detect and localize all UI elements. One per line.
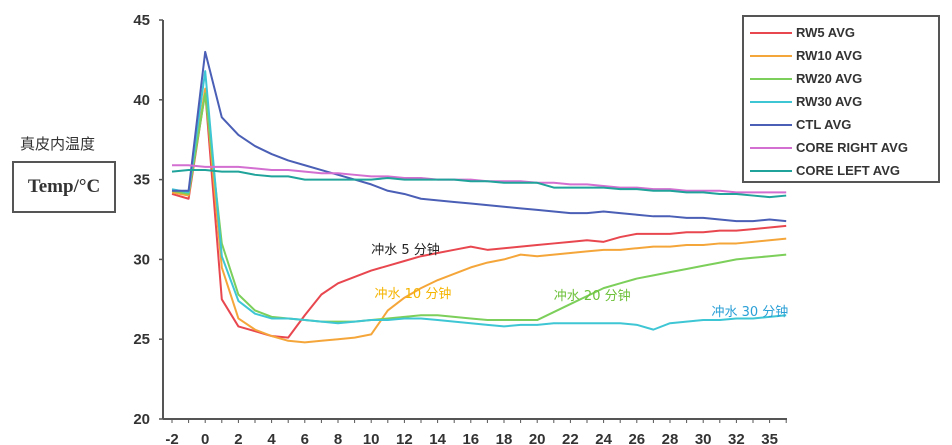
series-ctl-avg	[172, 50, 787, 223]
y-tick-label: 25	[133, 331, 150, 348]
y-tick-label: 40	[133, 92, 150, 109]
x-tick-label: 8	[334, 431, 342, 445]
legend-item: CORE LEFT AVG	[750, 159, 932, 182]
series-lines	[171, 50, 787, 344]
series-core-right-avg	[172, 164, 787, 194]
y-tick-label: 20	[133, 411, 150, 428]
legend-label: RW30 AVG	[796, 94, 863, 109]
x-tick-label: 35	[761, 431, 778, 445]
legend-item: RW5 AVG	[750, 21, 932, 44]
x-tick-label: 20	[529, 431, 546, 445]
x-tick-label: 6	[301, 431, 309, 445]
x-tick-label: 2	[234, 431, 242, 445]
x-tick-label: 32	[728, 431, 745, 445]
series-rw20-avg	[171, 92, 787, 323]
chart-annotation: 冲水 30 分钟	[711, 304, 789, 320]
legend-swatch	[750, 31, 792, 34]
legend-label: CTL AVG	[796, 117, 852, 132]
chart-annotation: 冲水 5 分钟	[371, 242, 440, 258]
legend-swatch	[750, 169, 792, 172]
series-rw10-avg	[171, 87, 787, 344]
x-tick-label: 30	[695, 431, 712, 445]
legend-label: CORE LEFT AVG	[796, 163, 900, 178]
x-tick-label: 12	[396, 431, 413, 445]
y-axis-label-box: Temp/°C	[12, 161, 116, 213]
legend-swatch	[750, 100, 792, 103]
legend-item: RW30 AVG	[750, 90, 932, 113]
y-tick-label: 35	[133, 172, 150, 189]
x-tick-label: 10	[363, 431, 380, 445]
legend-label: RW10 AVG	[796, 48, 863, 63]
chart-annotation: 冲水 10 分钟	[374, 287, 452, 303]
x-tick-label: 22	[562, 431, 579, 445]
y-tick-label: 30	[133, 251, 150, 268]
legend: RW5 AVG RW10 AVG RW20 AVG RW30 AVG CTL AVG CO…	[742, 15, 940, 183]
x-tick-label: 16	[462, 431, 479, 445]
series-rw30-avg	[171, 70, 787, 331]
series-core-left-avg	[171, 169, 787, 199]
legend-swatch	[750, 146, 792, 149]
legend-item: CORE RIGHT AVG	[750, 136, 932, 159]
x-tick-label: 0	[201, 431, 209, 445]
legend-item: RW10 AVG	[750, 44, 932, 67]
legend-item: CTL AVG	[750, 113, 932, 136]
legend-label: CORE RIGHT AVG	[796, 140, 908, 155]
x-tick-label: 28	[662, 431, 679, 445]
x-tick-label: 4	[267, 431, 276, 445]
legend-item: RW20 AVG	[750, 67, 932, 90]
chart-annotation: 冲水 20 分钟	[553, 288, 631, 304]
x-tick-label: 14	[429, 431, 446, 445]
x-tick-label: 18	[496, 431, 513, 445]
series-rw5-avg	[171, 90, 787, 339]
legend-swatch	[750, 123, 792, 126]
legend-swatch	[750, 77, 792, 80]
y-axis-label-chinese: 真皮内温度	[20, 135, 96, 153]
legend-label: RW5 AVG	[796, 25, 855, 40]
x-tick-label: 26	[628, 431, 645, 445]
y-tick-label: 45	[133, 12, 150, 29]
legend-label: RW20 AVG	[796, 71, 863, 86]
legend-swatch	[750, 54, 792, 57]
x-tick-label: -2	[165, 431, 178, 445]
x-tick-label: 24	[595, 431, 612, 445]
